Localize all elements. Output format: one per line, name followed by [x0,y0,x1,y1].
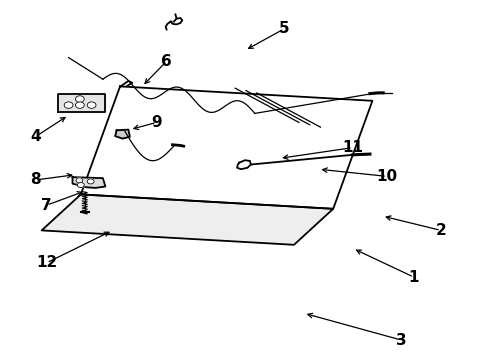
Circle shape [77,183,84,188]
Polygon shape [115,130,130,139]
Text: 3: 3 [396,333,407,348]
Polygon shape [42,194,333,245]
Text: 10: 10 [376,169,398,184]
Circle shape [76,178,83,183]
Text: 8: 8 [30,172,41,188]
Polygon shape [81,86,372,209]
Circle shape [64,102,73,108]
Circle shape [87,179,94,184]
Circle shape [75,102,84,108]
Text: 11: 11 [343,140,363,155]
Polygon shape [58,94,105,112]
Text: 5: 5 [279,21,290,36]
Text: 6: 6 [161,54,172,69]
Circle shape [75,96,84,102]
Text: 2: 2 [436,223,446,238]
Text: 4: 4 [30,129,41,144]
Text: 1: 1 [409,270,419,285]
Polygon shape [73,177,105,188]
Text: 7: 7 [41,198,52,213]
Text: 12: 12 [36,255,57,270]
Circle shape [87,102,96,108]
Text: 9: 9 [151,115,162,130]
